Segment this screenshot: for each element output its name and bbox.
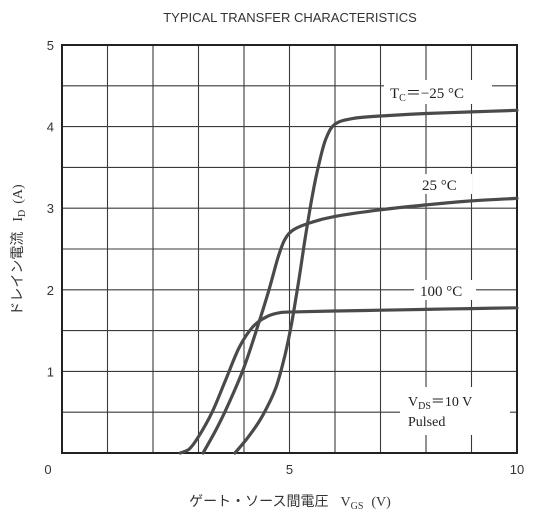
chart-title: TYPICAL TRANSFER CHARACTERISTICS — [163, 10, 417, 25]
annotation-vds-value: ＝10 V — [431, 395, 472, 410]
curves — [178, 108, 519, 455]
annotation-vds: VDS＝10 V — [408, 395, 472, 412]
label-background — [384, 80, 492, 104]
curve-tc-25 — [201, 196, 519, 455]
y-axis-label-unit: (A) — [11, 184, 26, 204]
y-tick-label: 1 — [47, 364, 54, 379]
x-tick-labels: 0 5 10 — [44, 462, 524, 477]
curve-tc-100 — [178, 306, 519, 455]
x-tick-label: 10 — [510, 462, 524, 477]
annotation-vds-symbol: V — [408, 395, 418, 410]
label-background — [416, 174, 472, 194]
label-background — [414, 280, 476, 300]
y-tick-labels: 1 2 3 4 5 — [47, 38, 54, 379]
origin-label: 0 — [44, 462, 51, 477]
plot-frame — [61, 44, 518, 454]
curve-tc-minus25 — [233, 108, 519, 455]
y-tick-label: 4 — [47, 120, 54, 135]
y-axis-label-sub: D — [17, 210, 28, 217]
curve-label-tc-symbol: T — [390, 86, 399, 102]
curve-label-tc-100: 100 °C — [420, 284, 462, 300]
y-axis-label-text: ドレイン電流 — [10, 232, 26, 316]
curve-labels: TC＝−25 °C 25 °C 100 °C — [384, 80, 492, 300]
x-axis-label: ゲート・ソース間電圧 VGS (V) — [189, 494, 391, 512]
x-axis-label-text: ゲート・ソース間電圧 — [189, 494, 328, 510]
curve-label-tc-25: 25 °C — [422, 178, 457, 194]
y-tick-label: 2 — [47, 283, 54, 298]
x-axis-label-sub: GS — [351, 501, 364, 512]
curve-label-tc-minus25: TC＝−25 °C — [390, 86, 464, 104]
annotation-vds-sub: DS — [418, 401, 431, 412]
curve-label-tc-value: ＝−25 °C — [406, 86, 464, 102]
x-axis-label-symbol: V — [340, 495, 350, 510]
x-tick-label: 5 — [286, 462, 293, 477]
x-axis-label-unit: (V) — [371, 495, 391, 510]
y-axis-label-symbol: I — [11, 217, 26, 222]
annotation-box — [400, 387, 510, 435]
y-axis-label: ドレイン電流 ID (A) — [10, 184, 28, 316]
annotation-pulsed: Pulsed — [408, 415, 445, 430]
y-tick-label: 3 — [47, 201, 54, 216]
y-tick-label: 5 — [47, 38, 54, 53]
curve-label-tc-sub: C — [399, 93, 406, 104]
